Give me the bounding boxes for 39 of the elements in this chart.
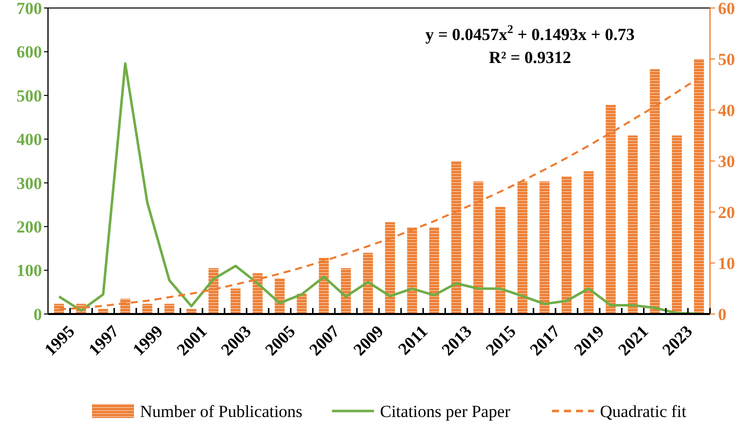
y2-tick-label: 40: [718, 100, 735, 120]
bar: [540, 181, 550, 314]
bar: [318, 258, 329, 314]
bar: [363, 252, 373, 314]
legend-label: Quadratic fit: [600, 402, 687, 421]
bar: [429, 227, 440, 314]
y-tick-label: 300: [16, 174, 42, 193]
legend-label: Number of Publications: [140, 402, 302, 421]
bar: [473, 181, 484, 314]
y2-tick-label: 10: [718, 254, 735, 273]
y-tick-label: 400: [16, 130, 42, 150]
y-tick-label: 100: [16, 261, 42, 280]
y-tick-label: 0: [34, 304, 42, 324]
bar: [584, 171, 594, 314]
y2-tick-label: 0: [718, 304, 726, 324]
bar: [385, 222, 395, 314]
bar: [407, 227, 418, 314]
bar: [694, 59, 704, 314]
bar: [230, 288, 241, 314]
bar: [517, 181, 528, 314]
bar: [340, 268, 351, 314]
y2-tick-label: 60: [718, 0, 735, 18]
bar: [672, 136, 682, 314]
bar: [562, 176, 572, 314]
y-tick-label: 600: [16, 42, 42, 62]
legend-label: Citations per Paper: [380, 402, 511, 421]
y-tick-label: 200: [16, 218, 42, 237]
annotation: R² = 0.9312: [488, 48, 572, 67]
bar: [606, 104, 616, 314]
annotation: y = 0.0457x$^{2}$ + 0.1493x + 0.73: [425, 22, 635, 44]
y2-tick-label: 20: [718, 202, 735, 222]
y-tick-label: 700: [16, 0, 42, 18]
bar: [628, 136, 638, 314]
y-tick-label: 500: [16, 86, 42, 106]
y2-tick-label: 30: [718, 152, 735, 171]
y2-tick-label: 50: [718, 50, 735, 69]
bar: [650, 69, 660, 314]
bar: [495, 206, 506, 314]
bar: [451, 161, 462, 314]
